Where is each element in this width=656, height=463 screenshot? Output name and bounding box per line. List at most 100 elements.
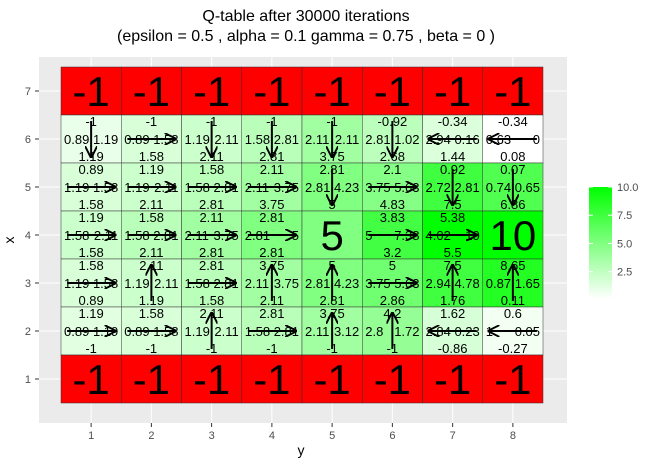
q-left-label: 2.81 xyxy=(305,180,330,195)
q-down-label: 2.86 xyxy=(380,293,405,308)
x-tick-label: 2 xyxy=(148,430,154,442)
q-up-label: 2.11 xyxy=(199,210,223,225)
y-axis-ticks: 1 2 3 4 5 6 7 xyxy=(25,86,39,386)
legend-colorbar xyxy=(589,187,612,299)
heatmap-cell: 2.113.752.11 3.75 xyxy=(241,162,303,212)
q-down-label: 2.11 xyxy=(139,245,163,260)
heatmap-cell: 1.580.891.19 1.58 xyxy=(60,258,122,308)
q-right-label: 2.11 xyxy=(335,132,359,147)
goal-reward-label: 5 xyxy=(320,212,343,259)
q-up-label: 2.81 xyxy=(199,258,224,273)
heatmap-cell: 3.752.112.113.75 xyxy=(241,258,303,308)
y-tick-label: 5 xyxy=(25,182,31,194)
heatmap-cell: 0.076.860.740.65 xyxy=(482,162,544,212)
cell-fill xyxy=(422,66,483,116)
cell-fill xyxy=(241,354,303,404)
q-up-label: -0.34 xyxy=(498,114,528,129)
q-left-label: 0.89 xyxy=(64,132,89,147)
heatmap-cell: -1 xyxy=(362,354,423,404)
q-left-label: 0.74 xyxy=(486,180,511,195)
q-up-label: 5.38 xyxy=(440,210,465,225)
q-right-label: 1.72 xyxy=(394,324,419,339)
cell-fill xyxy=(301,210,363,260)
heatmap-cell: 2.112.812.11 3.75 xyxy=(181,210,242,260)
heatmap-cell: -1 xyxy=(362,66,423,116)
terminal-reward-label: -1 xyxy=(313,356,350,403)
heatmap-cell: -1 xyxy=(181,354,242,404)
heatmap-cell: 1.62-0.862.84 0.23 xyxy=(422,306,483,356)
q-up-label: 1.58 xyxy=(78,258,103,273)
heatmap-cell: -1 xyxy=(121,354,182,404)
heatmap-cell: -0.922.682.811.02 xyxy=(362,114,423,164)
cell-fill xyxy=(121,66,182,116)
heatmap-cell: 2.811.581.58 2.81 xyxy=(181,258,242,308)
q-up-label: 5 xyxy=(389,258,396,273)
terminal-reward-label: -1 xyxy=(253,356,290,403)
q-left-label: 1.19 xyxy=(185,324,210,339)
q-up-label: 0.89 xyxy=(78,162,103,177)
terminal-reward-label: -1 xyxy=(133,356,170,403)
q-right-label: 1.65 xyxy=(515,276,540,291)
heatmap-cell: -0.341.442.94 0.16 xyxy=(422,114,483,164)
q-up-label: 1.62 xyxy=(440,306,465,321)
heatmap-cell: -1 xyxy=(241,66,303,116)
x-tick-label: 6 xyxy=(389,430,395,442)
q-right-label: 2.11 xyxy=(214,324,238,339)
heatmap-cell: 10 xyxy=(482,210,544,260)
heatmap-cell: -0.340.080.630 xyxy=(482,114,544,164)
x-tick-label: 5 xyxy=(329,430,335,442)
q-down-label: 1.58 xyxy=(78,245,103,260)
cell-fill xyxy=(362,354,423,404)
q-up-label: 2.11 xyxy=(260,162,284,177)
heatmap-cell: 2.14.833.75 5.63 xyxy=(362,162,423,212)
cell-fill xyxy=(482,66,544,116)
cell-fill xyxy=(60,354,122,404)
legend: 10.0 7.5 5.0 2.5 xyxy=(589,182,638,299)
cell-fill xyxy=(482,354,544,404)
heatmap-cell: -12.111.192.11 xyxy=(181,114,242,164)
x-tick-label: 7 xyxy=(450,430,456,442)
heatmap-cells: -1-1-1-1-1-1-1-1-11.190.891.19-11.580.89… xyxy=(60,66,544,404)
q-left-label: 2.81 xyxy=(305,276,330,291)
legend-ticks: 10.0 7.5 5.0 2.5 xyxy=(589,182,638,279)
heatmap-cell: -11.580.89 1.58 xyxy=(121,114,182,164)
x-axis-ticks: 1 2 3 4 5 6 7 8 xyxy=(88,423,516,442)
heatmap-cell: 1.19-10.89 1.19 xyxy=(60,306,122,356)
heatmap-cell: -11.190.891.19 xyxy=(60,114,122,164)
heatmap-cell: 4.2-12.81.72 xyxy=(362,306,423,356)
chart-title: Q-table after 30000 iterations xyxy=(202,8,409,25)
q-down-label: 2.81 xyxy=(199,245,224,260)
q-up-label: 0.6 xyxy=(504,306,522,321)
cell-fill xyxy=(422,354,483,404)
goal-reward-label: 10 xyxy=(490,212,537,259)
q-left-label: 2.11 xyxy=(305,132,329,147)
heatmap-cell: -1 xyxy=(60,354,122,404)
terminal-reward-label: -1 xyxy=(434,356,471,403)
heatmap-cell: -13.752.112.11 xyxy=(301,114,363,164)
terminal-reward-label: -1 xyxy=(494,356,531,403)
y-tick-label: 4 xyxy=(25,230,31,242)
heatmap-cell: 1.191.581.58 2.11 xyxy=(60,210,122,260)
terminal-reward-label: -1 xyxy=(133,68,170,115)
q-up-label: -1 xyxy=(146,114,158,129)
heatmap-cell: -1 xyxy=(181,66,242,116)
terminal-reward-label: -1 xyxy=(494,68,531,115)
q-left-label: 2.94 xyxy=(426,276,451,291)
heatmap-cell: 0.6-0.2710.05 xyxy=(482,306,544,356)
cell-fill xyxy=(60,66,122,116)
q-right-label: 2.11 xyxy=(214,132,238,147)
q-right-label: 1.19 xyxy=(93,132,118,147)
heatmap-cell: 1.58-10.89 1.58 xyxy=(121,306,182,356)
x-tick-label: 8 xyxy=(510,430,516,442)
heatmap-cell: 7.51.762.944.78 xyxy=(422,258,483,308)
terminal-reward-label: -1 xyxy=(313,68,350,115)
heatmap-cell: 1.582.811.58 2.81 xyxy=(181,162,242,212)
q-right-label: 4.78 xyxy=(454,276,479,291)
heatmap-cell: -1 xyxy=(301,66,363,116)
q-up-label: 1.19 xyxy=(78,210,103,225)
heatmap-cell: 0.927.52.722.81 xyxy=(422,162,483,212)
q-left-label: 2.11 xyxy=(305,324,329,339)
q-up-label: -0.34 xyxy=(438,114,468,129)
x-axis-label: y xyxy=(298,442,305,458)
heatmap-cell: 2.812.812.815 xyxy=(241,210,303,260)
